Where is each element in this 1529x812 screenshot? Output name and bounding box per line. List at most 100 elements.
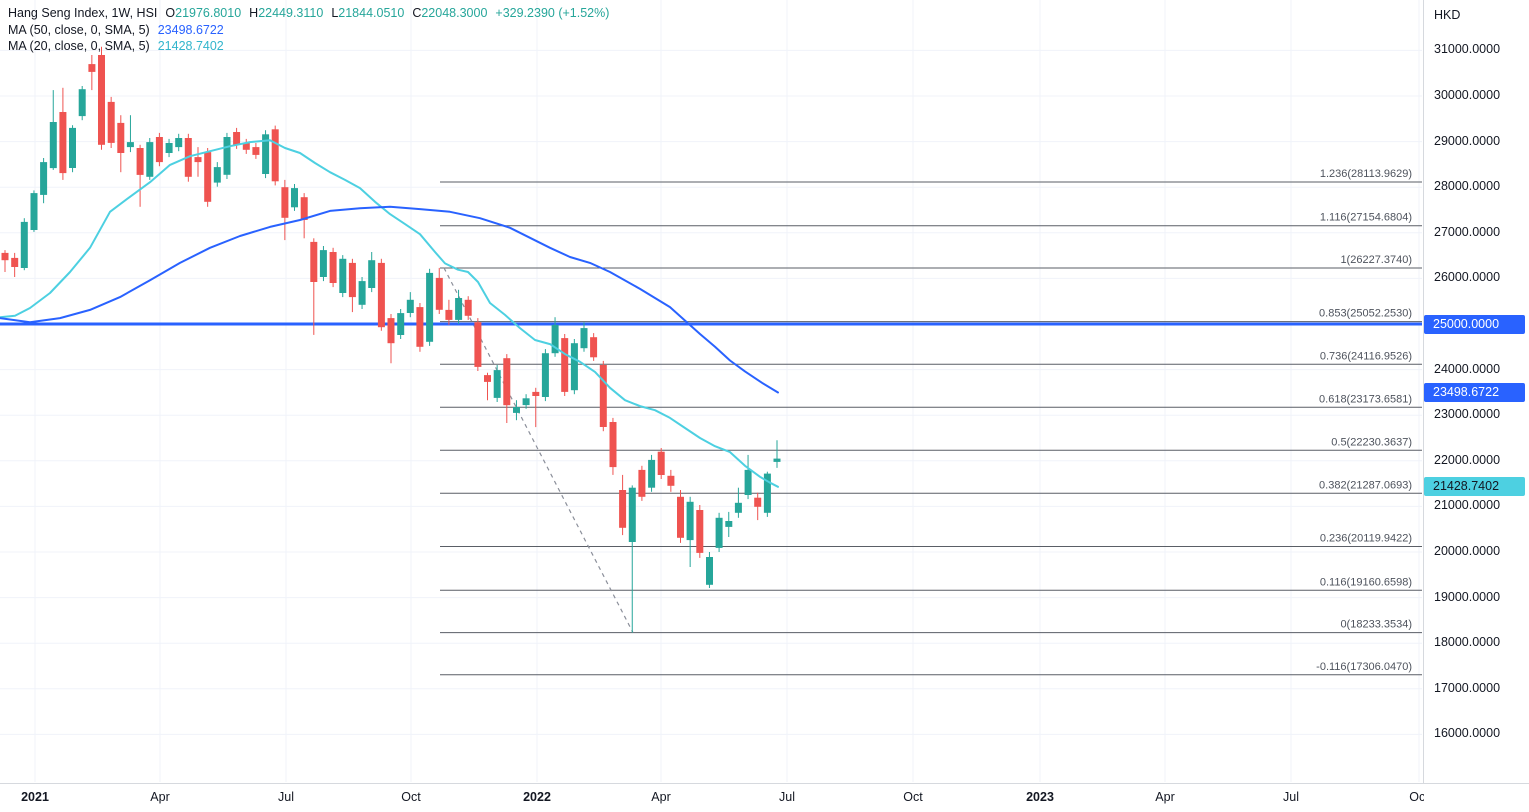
candle-body [262,134,270,174]
candle-body [667,475,675,486]
candle-body [455,298,463,320]
candle-body [252,147,260,155]
candle-body [281,187,289,218]
candle-body [136,148,144,175]
candle-body [532,391,540,396]
candle-body [570,343,578,391]
candle-body [484,375,491,382]
candle-body [146,142,154,177]
candle-body [194,157,202,163]
chart-canvas[interactable]: 1.236(28113.9629) 1.116(27154.6804) 1(2622… [0,0,1529,783]
price-tick-label: 16000.0000 [1434,726,1501,741]
ohlc-close: C22048.3000 [412,6,488,20]
candle-body [155,137,163,163]
price-badge-hline-25000: 25000.0000 [1424,314,1525,334]
fib-level-label: 0.853(25052.2530) [1319,308,1412,320]
candle-body [541,353,549,397]
candle-body [377,262,385,328]
ma50-label: MA (50, close, 0, SMA, 5) [8,22,150,37]
candle-body [242,143,250,150]
price-tick-label: 17000.0000 [1434,680,1501,695]
legend: Hang Seng Index, 1W, HSI O21976.8010 H2244… [8,5,609,55]
currency-label: HKD [1434,8,1461,22]
candle-body [493,370,501,398]
candle-body [715,517,723,548]
price-tick-label: 27000.0000 [1434,224,1501,239]
candle-body [98,55,105,145]
time-tick-label[interactable]: Jul [1283,790,1299,804]
time-tick-label[interactable]: Jul [779,790,795,804]
candle-body [204,152,212,202]
candle-body [368,260,376,288]
time-tick-label[interactable]: Apr [1155,790,1175,804]
price-badge-ma50: 23498.6722 [1424,382,1525,402]
candle-body [78,89,86,117]
candle-body [696,510,704,553]
fib-level-label: 0.736(24116.9526) [1320,350,1412,362]
ma50-value: 23498.6722 [157,22,224,37]
candle-body [445,309,453,320]
candle-body [11,257,19,267]
candle-body [580,328,588,349]
time-tick-label[interactable]: Jul [278,790,294,804]
price-tick-label: 18000.0000 [1434,635,1501,650]
candle-body [291,188,298,208]
fib-level-label: 0.382(21287.0693) [1319,479,1412,491]
candle-body [319,250,327,277]
fib-level-label: 0.236(20119.9422) [1320,533,1412,545]
price-tick-label: 24000.0000 [1434,361,1501,376]
legend-symbol-row: Hang Seng Index, 1W, HSI O21976.8010 H2244… [8,5,609,22]
candle-body [773,458,781,462]
candle-body [271,129,279,182]
ohlc-low: L21844.0510 [331,6,405,20]
change-value: +329.2390 (+1.52%) [495,6,610,20]
price-badge-ma20: 21428.7402 [1424,477,1525,497]
price-tick-label: 30000.0000 [1434,88,1501,102]
time-tick-label[interactable]: Oct [401,790,421,804]
time-tick-label[interactable]: Oct [1409,790,1424,804]
time-tick-label[interactable]: 2022 [523,790,551,804]
candle-body [561,338,569,392]
ma20-value: 21428.7402 [157,39,224,53]
fib-level-label: 0.5(22230.3637) [1331,436,1412,448]
candle-body [358,281,366,305]
candle-body [763,473,771,513]
candle-body [435,277,443,310]
ohlc-open: O21976.8010 [165,6,242,20]
candle-body [754,497,762,507]
ma20-line [0,139,779,488]
candle-body [628,487,636,542]
time-tick-label[interactable]: Oct [903,790,923,804]
candle-body [609,422,617,468]
candle-body [329,252,337,283]
candle-body [88,64,96,72]
candle-body [657,451,665,475]
candle-body [725,521,733,527]
candle-body [213,167,221,183]
candle-body [513,407,520,413]
legend-ma50-row: MA (50, close, 0, SMA, 5) 23498.6722 [8,22,609,39]
candle-body [300,197,308,220]
price-tick-label: 23000.0000 [1434,407,1501,422]
candle-body [619,490,627,528]
candle-body [744,469,752,495]
time-tick-label[interactable]: Apr [150,790,170,804]
time-tick-label[interactable]: Apr [651,790,671,804]
fib-level-label: 0.618(23173.6581) [1319,393,1412,405]
candle-body [638,469,646,497]
price-tick-label: 26000.0000 [1434,270,1501,285]
candle-body [117,122,125,153]
candle-body [348,262,356,298]
candle-body [126,142,134,148]
time-tick-label[interactable]: 2023 [1026,790,1054,804]
time-axis[interactable]: 2021 Apr Jul Oct 2022 Apr Jul Oct 2023 Apr Jul Oct [0,783,1529,812]
candle-body [590,337,598,358]
time-tick-label[interactable]: 2021 [21,790,49,804]
legend-ma20-row: MA (20, close, 0, SMA, 5) 21428.7402 [8,38,609,55]
candle-body [223,137,231,175]
price-axis[interactable]: HKD 31000.0000 30000.0000 29000.0000 28000.… [1423,0,1529,783]
price-tick-label: 19000.0000 [1434,589,1501,604]
candle-body [310,241,318,282]
candle-body [69,127,76,168]
candle-body [175,138,183,148]
